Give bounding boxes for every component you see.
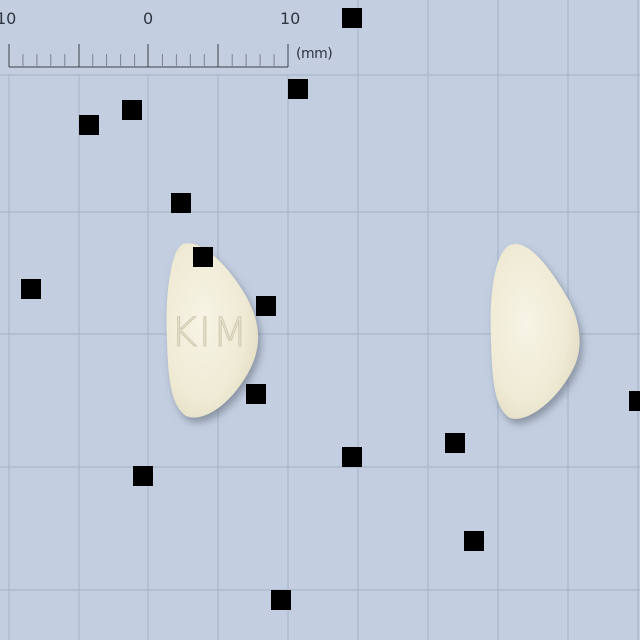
ruler-minor-ticks (22, 54, 275, 67)
marker-square (133, 466, 153, 486)
ruler-unit-label: (mm) (296, 46, 333, 62)
marker-square (288, 79, 308, 99)
pill-front: KIM (166, 243, 259, 418)
marker-square (342, 8, 362, 28)
marker-square (445, 433, 465, 453)
pill-back-body (490, 243, 580, 419)
marker-square (79, 115, 99, 135)
pill-front-imprint: KIM (171, 310, 250, 356)
marker-square (256, 296, 276, 316)
pill-front-body (166, 243, 259, 418)
marker-square (171, 193, 191, 213)
ruler-label-left: 10 (0, 9, 17, 28)
marker-square (342, 447, 362, 467)
marker-square (629, 391, 640, 411)
marker-square (246, 384, 266, 404)
pill-back (490, 243, 580, 419)
ruler (8, 44, 289, 68)
marker-square (193, 247, 213, 267)
ruler-label-right: 10 (280, 9, 301, 28)
marker-square (122, 100, 142, 120)
ruler-label-zero: 0 (143, 9, 154, 28)
marker-square (271, 590, 291, 610)
marker-square (21, 279, 41, 299)
marker-square (464, 531, 484, 551)
